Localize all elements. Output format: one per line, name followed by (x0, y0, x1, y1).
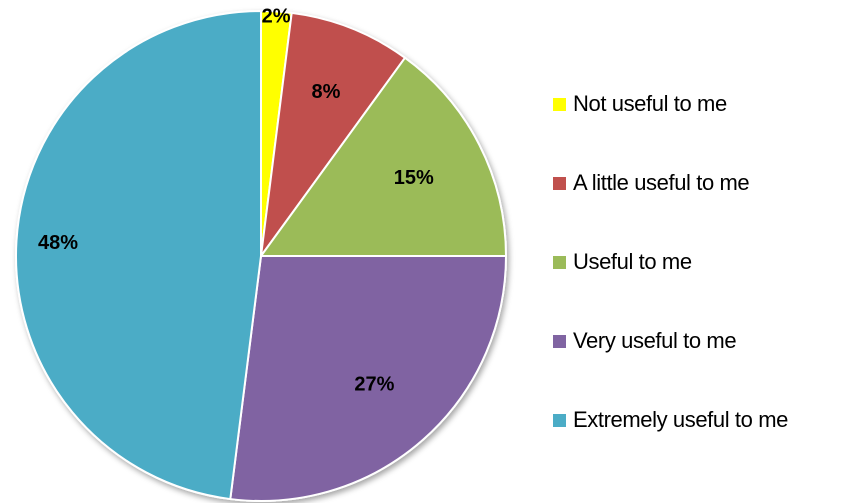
legend-item-extremely-useful: Extremely useful to me (553, 400, 788, 440)
legend-swatch-a-little-useful (553, 176, 566, 190)
data-label-not-useful: 2% (262, 5, 291, 27)
legend-label-very-useful: Very useful to me (573, 328, 737, 353)
legend-item-a-little-useful: A little useful to me (553, 163, 750, 203)
legend-item-very-useful: Very useful to me (553, 321, 737, 361)
legend-swatch-useful (553, 255, 566, 269)
data-label-a-little-useful: 8% (311, 81, 340, 103)
legend-label-useful: Useful to me (573, 249, 692, 274)
legend-label-not-useful: Not useful to me (573, 91, 727, 116)
data-label-useful: 15% (394, 167, 434, 189)
legend-label-a-little-useful: A little useful to me (573, 170, 750, 195)
pie-slice-a-little-useful (260, 11, 407, 257)
pie-slices (15, 9, 508, 502)
legend-swatch-not-useful (553, 97, 566, 111)
legend-swatch-very-useful (553, 334, 566, 348)
data-label-extremely-useful: 48% (38, 232, 78, 254)
legend-item-useful: Useful to me (553, 242, 692, 282)
legend-swatch-extremely-useful (553, 413, 566, 427)
legend-item-not-useful: Not useful to me (553, 84, 727, 124)
pie-slice-useful (259, 56, 508, 257)
pie-slice-extremely-useful (15, 9, 262, 501)
data-label-very-useful: 27% (354, 374, 394, 396)
pie-data-labels: 2% 8% 15% 27% 48% (38, 5, 434, 395)
pie-slice-very-useful (229, 255, 508, 502)
legend-label-extremely-useful: Extremely useful to me (573, 407, 788, 432)
